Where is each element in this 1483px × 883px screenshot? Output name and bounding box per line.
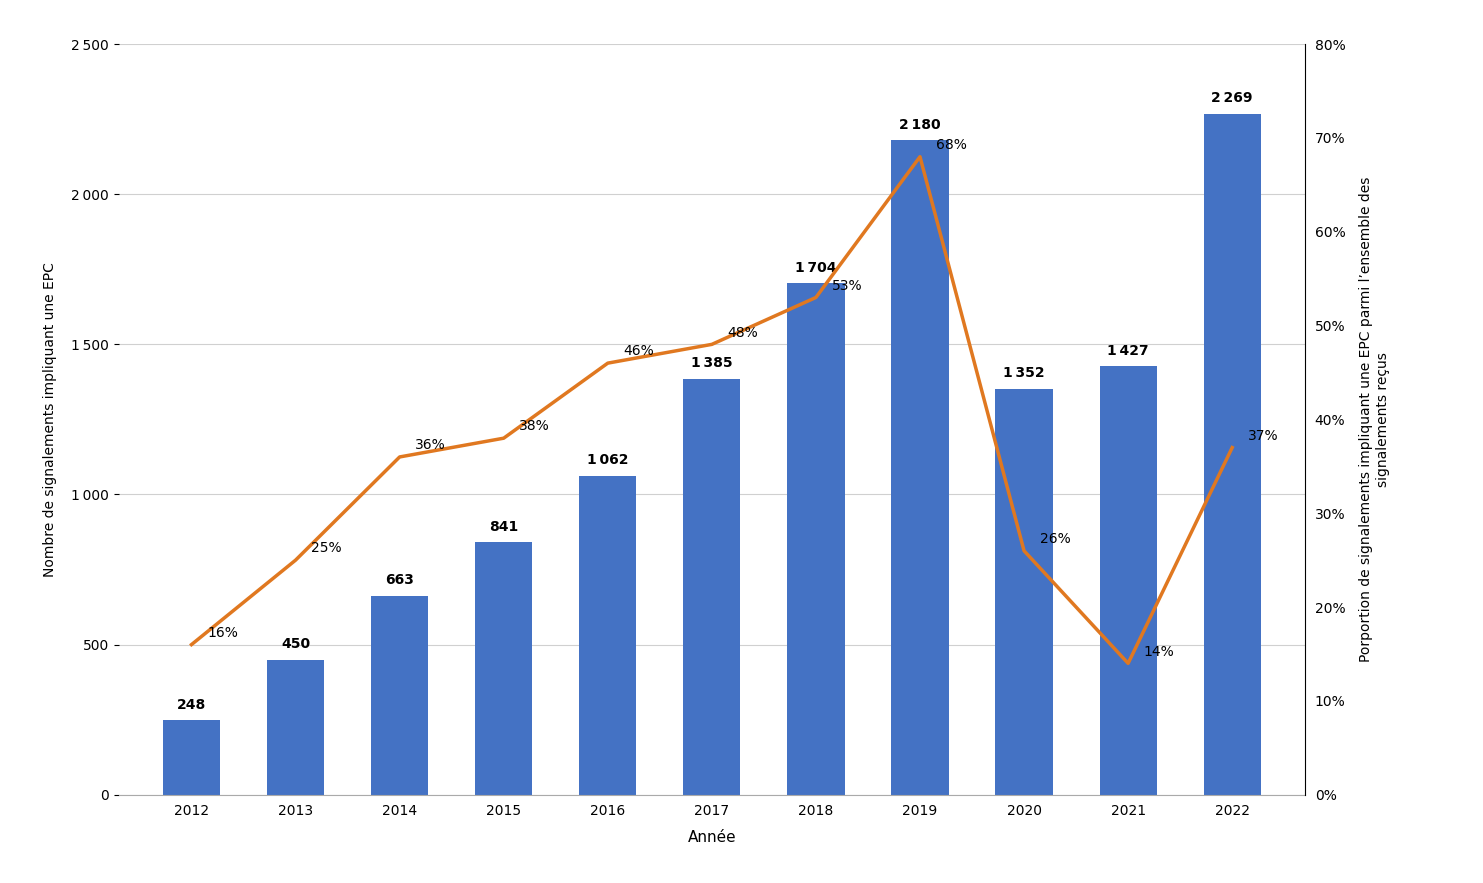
Text: 2 269: 2 269 (1212, 91, 1253, 105)
Text: 38%: 38% (519, 419, 550, 434)
Text: 1 427: 1 427 (1108, 343, 1149, 358)
Bar (1099, 366, 1157, 795)
Bar (580, 476, 636, 795)
Text: 25%: 25% (311, 541, 341, 555)
Y-axis label: Porportion de signalements impliquant une EPC parmi l’ensemble des
signalements : Porportion de signalements impliquant un… (1360, 177, 1390, 662)
Bar (475, 542, 532, 795)
Y-axis label: Nombre de signalements impliquant une EPC: Nombre de signalements impliquant une EP… (43, 262, 58, 577)
Bar (1204, 114, 1261, 795)
Bar (995, 389, 1053, 795)
Text: 1 352: 1 352 (1003, 366, 1046, 381)
Text: 663: 663 (386, 573, 414, 587)
Bar (787, 283, 844, 795)
Text: 1 062: 1 062 (587, 454, 629, 467)
Text: 2 180: 2 180 (899, 117, 940, 132)
Text: 1 704: 1 704 (795, 260, 836, 275)
Text: 1 385: 1 385 (691, 357, 733, 371)
Text: 53%: 53% (832, 279, 862, 293)
Text: 36%: 36% (415, 438, 446, 452)
Text: 14%: 14% (1143, 645, 1175, 659)
X-axis label: Année: Année (688, 829, 736, 844)
Text: 16%: 16% (208, 626, 237, 640)
Text: 46%: 46% (623, 344, 654, 358)
Bar (163, 721, 219, 795)
Text: 841: 841 (489, 520, 519, 534)
Text: 68%: 68% (936, 138, 967, 152)
Bar (684, 379, 740, 795)
Text: 26%: 26% (1040, 532, 1071, 546)
Bar (267, 660, 325, 795)
Text: 37%: 37% (1247, 429, 1278, 443)
Text: 48%: 48% (728, 326, 758, 340)
Bar (891, 140, 949, 795)
Bar (371, 596, 429, 795)
Text: 248: 248 (176, 698, 206, 712)
Text: 450: 450 (280, 638, 310, 651)
